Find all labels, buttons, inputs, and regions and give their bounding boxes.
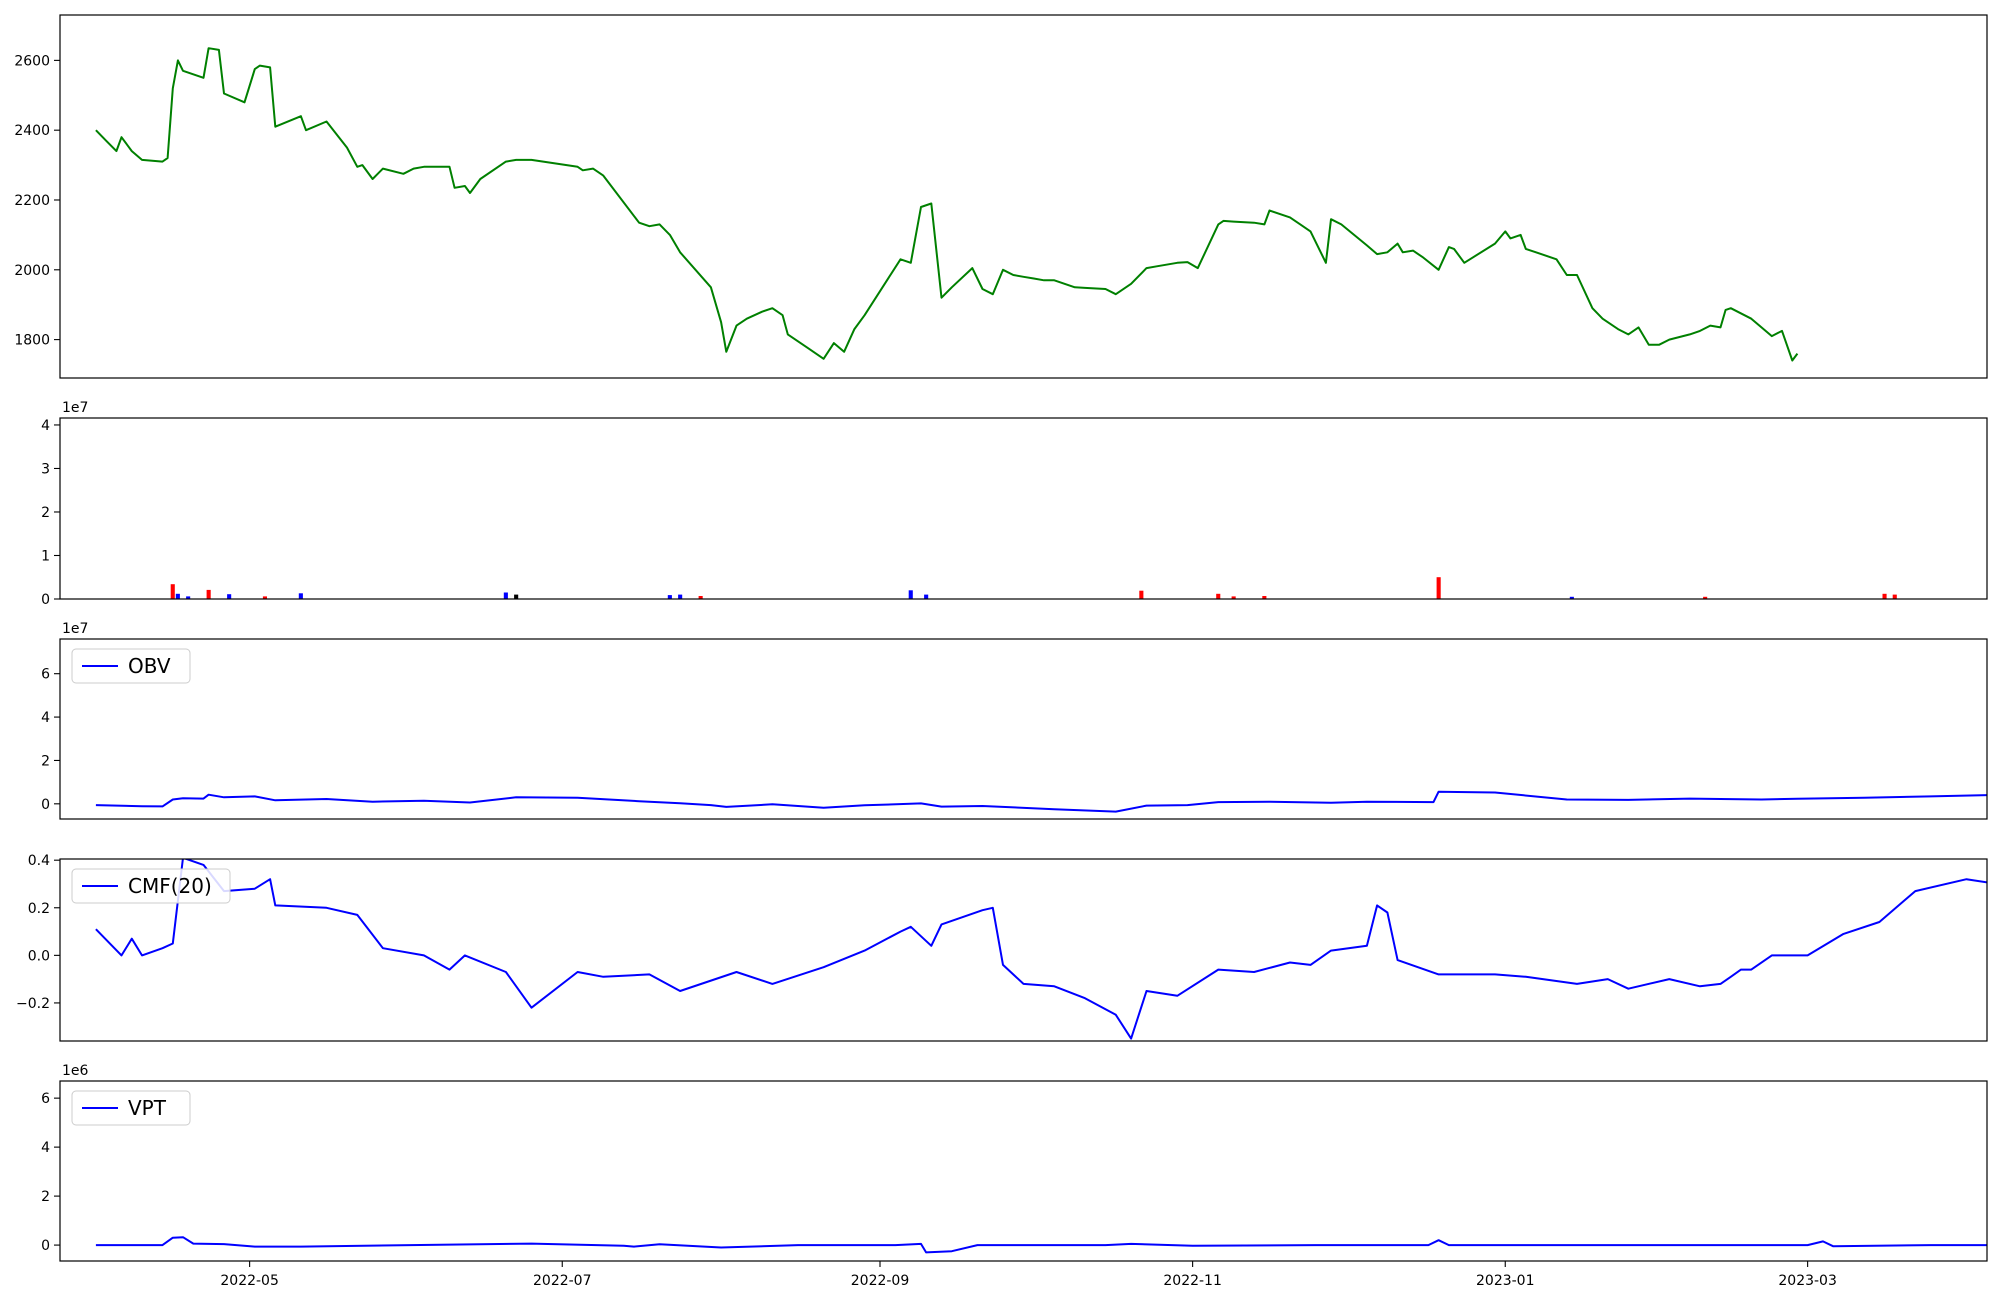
cmf-series-line <box>95 859 1987 1040</box>
obv-axes-frame <box>59 638 1988 820</box>
volume-bar <box>698 596 703 599</box>
price-y-tick-label: 2600 <box>14 53 50 69</box>
plot-area-volume <box>170 577 1897 599</box>
cmf-y-tick-label: 0.2 <box>28 901 50 917</box>
price-y-tick-label: 2000 <box>14 263 50 279</box>
panel-cmf: −0.2 0.0 0.2 0.4 CMF(20) <box>16 853 1988 1042</box>
volume-bar <box>1262 596 1267 599</box>
x-tick-label: 2022-05 <box>220 1273 279 1289</box>
volume-bar <box>1892 594 1897 599</box>
plot-area-vpt <box>95 1236 1987 1254</box>
obv-offset-label: 1e7 <box>62 621 88 637</box>
volume-bar <box>678 594 683 599</box>
panel-vpt: 0 2 4 6 1e6 2022-05 2022-07 2022-09 2022-11 2023-… <box>41 1063 1988 1289</box>
legend-box <box>71 868 231 904</box>
volume-bar <box>1139 590 1144 599</box>
cmf-axes-frame <box>59 858 1988 1042</box>
vpt-y-tick-label: 0 <box>41 1238 50 1254</box>
legend-label: CMF(20) <box>128 874 212 898</box>
obv-y-tick-label: 4 <box>41 710 50 726</box>
panel-volume: 0 1 2 3 4 1e7 <box>41 400 1988 608</box>
volume-bar <box>1216 593 1221 599</box>
vpt-y-tick-label: 4 <box>41 1140 50 1156</box>
volume-y-tick-label: 0 <box>41 592 50 608</box>
volume-bar <box>227 594 232 599</box>
plot-area-cmf <box>95 859 1987 1040</box>
price-axes-frame <box>59 14 1988 379</box>
volume-bar <box>175 593 180 599</box>
vpt-offset-label: 1e6 <box>62 1063 89 1079</box>
legend-label: OBV <box>128 654 171 678</box>
volume-y-tick-label: 3 <box>41 461 50 477</box>
vpt-axes-frame <box>59 1080 1988 1262</box>
volume-bar <box>170 584 175 599</box>
volume-bar <box>1703 596 1708 599</box>
volume-bar <box>186 596 191 599</box>
volume-bar <box>1882 593 1887 599</box>
volume-bar <box>1436 577 1441 599</box>
obv-y-tick-label: 0 <box>41 797 50 813</box>
obv-series-line <box>95 790 1987 813</box>
price-y-tick-label: 2200 <box>14 193 50 209</box>
volume-y-tick-label: 2 <box>41 505 50 521</box>
volume-y-tick-label: 4 <box>41 418 50 434</box>
vpt-legend: VPT <box>71 1090 191 1126</box>
volume-bar <box>924 594 929 599</box>
volume-bar <box>206 589 211 599</box>
volume-bar <box>1231 596 1236 599</box>
volume-y-tick-label: 1 <box>41 548 50 564</box>
obv-y-tick-label: 6 <box>41 667 50 683</box>
volume-bar <box>262 596 267 599</box>
x-tick-label: 2023-03 <box>1778 1273 1837 1289</box>
price-y-tick-label: 2400 <box>14 123 50 139</box>
volume-offset-label: 1e7 <box>62 400 88 416</box>
legend-box <box>71 1090 191 1126</box>
x-tick-label: 2022-07 <box>533 1273 592 1289</box>
legend-box <box>71 648 191 684</box>
cmf-legend: CMF(20) <box>71 868 231 904</box>
volume-axes-frame <box>59 417 1988 600</box>
vpt-series-line <box>95 1236 1987 1254</box>
x-tick-label: 2023-01 <box>1476 1273 1535 1289</box>
cmf-y-tick-label: −0.2 <box>16 996 50 1012</box>
volume-bar <box>514 594 519 599</box>
cmf-y-tick-label: 0.4 <box>28 853 50 869</box>
volume-bar <box>298 593 303 599</box>
x-tick-label: 2022-11 <box>1163 1273 1222 1289</box>
vpt-y-tick-label: 2 <box>41 1189 50 1205</box>
volume-bar <box>908 590 913 599</box>
panel-obv: 0 2 4 6 1e7 OBV <box>41 621 1988 820</box>
vpt-y-tick-label: 6 <box>41 1091 50 1107</box>
x-tick-label: 2022-09 <box>851 1273 910 1289</box>
volume-bar <box>503 592 508 599</box>
price-series-line <box>95 47 1799 362</box>
price-y-tick-label: 1800 <box>14 333 50 349</box>
cmf-y-tick-label: 0.0 <box>28 948 50 964</box>
volume-bar <box>1569 596 1574 599</box>
panel-price: 1800 2000 2200 2400 2600 <box>14 14 1988 379</box>
plot-area-obv <box>95 790 1987 813</box>
legend-label: VPT <box>128 1096 167 1120</box>
obv-legend: OBV <box>71 648 191 684</box>
plot-area-price <box>95 47 1799 362</box>
obv-y-tick-label: 2 <box>41 753 50 769</box>
volume-bar <box>667 595 672 599</box>
